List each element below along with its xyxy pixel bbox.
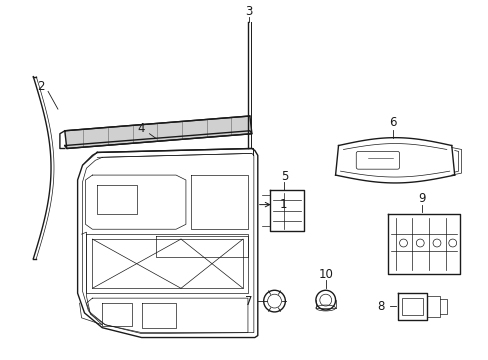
Polygon shape — [65, 116, 251, 148]
Text: 5: 5 — [280, 170, 287, 183]
Text: 10: 10 — [318, 268, 332, 281]
Text: 9: 9 — [418, 192, 425, 205]
Text: 2: 2 — [38, 80, 45, 93]
Text: 3: 3 — [245, 5, 252, 18]
Text: 8: 8 — [377, 300, 384, 312]
Polygon shape — [65, 131, 251, 148]
Text: 7: 7 — [245, 294, 252, 307]
Bar — [401, 298, 422, 315]
Polygon shape — [78, 148, 257, 338]
Text: 1: 1 — [279, 198, 286, 211]
Text: 4: 4 — [138, 122, 145, 135]
Text: 6: 6 — [388, 116, 396, 129]
